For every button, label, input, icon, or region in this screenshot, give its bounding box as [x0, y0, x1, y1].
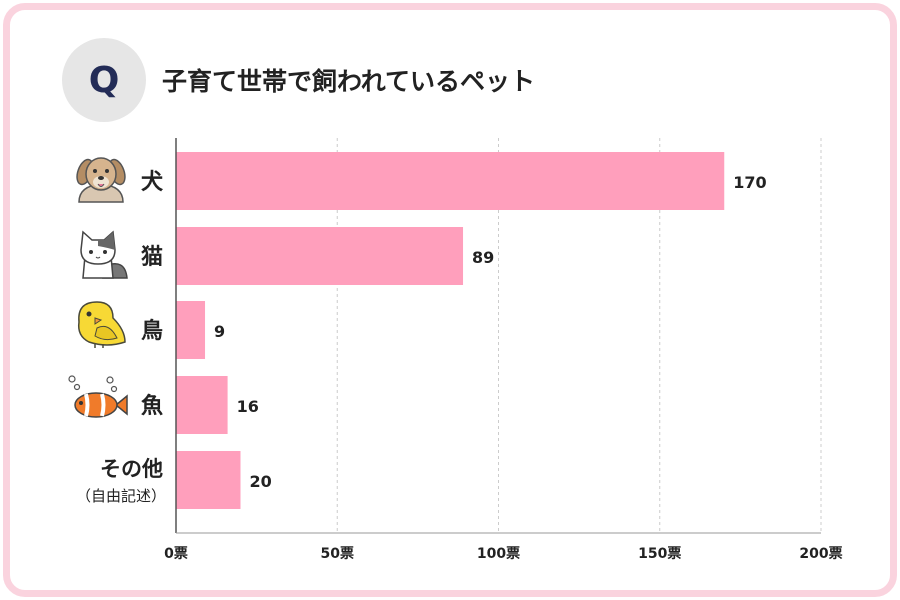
tick-label: 0票	[164, 546, 188, 562]
bar-4	[176, 451, 241, 509]
category-label: 犬	[141, 170, 164, 195]
bird-icon	[77, 301, 126, 348]
tick-label: 50票	[321, 546, 354, 562]
card-frame	[3, 3, 897, 597]
category-label: 鳥	[141, 318, 163, 344]
bar-2	[176, 301, 206, 359]
value-label: 89	[472, 248, 494, 267]
category-label: 猫	[141, 245, 163, 270]
page-title: 子育て世帯で飼われているペット	[162, 67, 536, 96]
cat-icon	[80, 230, 128, 279]
bar-0	[176, 152, 725, 210]
tick-label: 100票	[477, 546, 520, 562]
bar-1	[176, 227, 464, 285]
category-label: 魚	[141, 393, 163, 419]
dog-icon	[76, 157, 126, 203]
value-label: 16	[237, 397, 259, 416]
value-label: 20	[250, 472, 272, 491]
bar-3	[176, 376, 228, 434]
category-sublabel: （自由記述）	[76, 487, 166, 505]
fish-icon	[68, 375, 128, 418]
tick-label: 200票	[799, 546, 842, 562]
value-label: 170	[733, 173, 766, 192]
category-label: その他	[100, 457, 163, 481]
question-badge: Q	[62, 38, 146, 122]
tick-label: 150票	[638, 546, 681, 562]
value-label: 9	[214, 322, 225, 341]
